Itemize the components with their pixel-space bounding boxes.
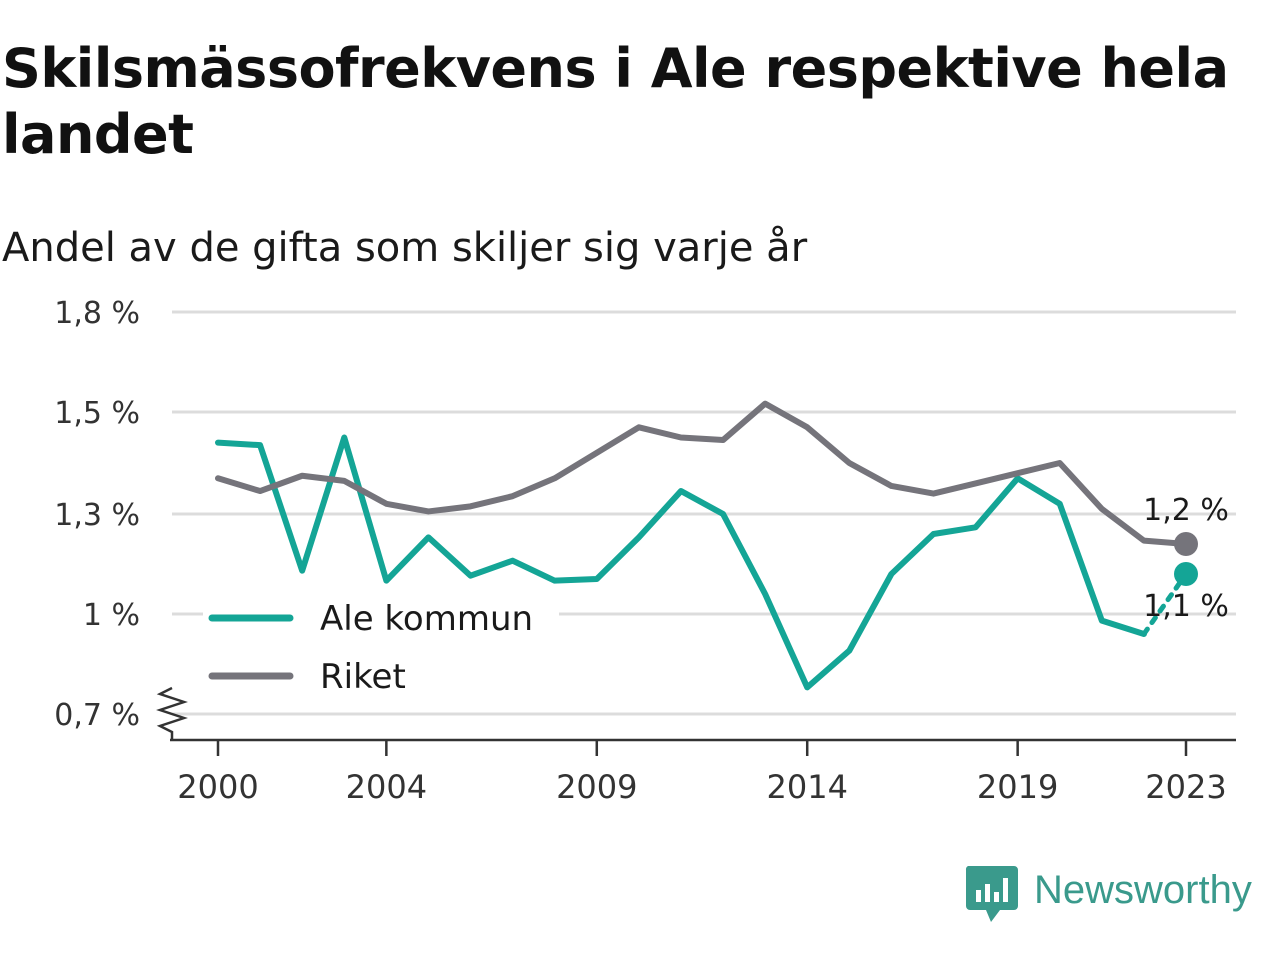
newsworthy-logo: Newsworthy <box>964 862 1274 926</box>
x-tick-label: 2000 <box>177 768 258 806</box>
x-tick-label: 2023 <box>1145 768 1226 806</box>
end-label: 1,2 % <box>1143 493 1229 528</box>
x-tick-label: 2004 <box>346 768 427 806</box>
y-axis-break-icon <box>156 686 188 740</box>
series-line-riket <box>215 400 1189 547</box>
series-line-ale-kommun <box>215 434 1147 691</box>
end-labels: 1,1 % 1,2 % <box>1143 493 1229 624</box>
legend-label: Riket <box>320 657 406 697</box>
x-axis <box>156 686 1236 742</box>
end-label: 1,1 % <box>1143 589 1229 624</box>
series-dashed-segment-ale-kommun <box>1141 571 1189 637</box>
x-tick-label: 2009 <box>556 768 637 806</box>
y-tick-label: 0,7 % <box>54 698 140 733</box>
newsworthy-logo-icon <box>965 866 1018 922</box>
legend-label: Ale kommun <box>320 599 533 639</box>
y-axis-ticks: 0,7 % 1 % 1,3 % 1,5 % 1,8 % <box>54 296 140 733</box>
series-end-point-ale-kommun <box>1174 562 1198 586</box>
legend: Ale kommun Riket <box>203 592 559 702</box>
series-lines <box>215 400 1198 691</box>
x-tick-label: 2014 <box>766 768 847 806</box>
x-tick-label: 2019 <box>977 768 1058 806</box>
chart-subtitle: Andel av de gifta som skiljer sig varje … <box>2 225 808 271</box>
series-end-point-riket <box>1174 532 1198 556</box>
y-tick-label: 1,3 % <box>54 498 140 533</box>
line-chart: 0,7 % 1 % 1,3 % 1,5 % 1,8 % 2000 2004 2009 2014… <box>54 296 1236 806</box>
x-axis-ticks: 2000 2004 2009 2014 2019 2023 <box>177 740 1227 806</box>
brand-name: Newsworthy <box>1034 868 1252 912</box>
y-tick-label: 1 % <box>83 598 140 633</box>
y-tick-label: 1,5 % <box>54 396 140 431</box>
chart-title: Skilsmässofrekvens i Ale respektive hela… <box>2 37 1229 166</box>
y-tick-label: 1,8 % <box>54 296 140 331</box>
